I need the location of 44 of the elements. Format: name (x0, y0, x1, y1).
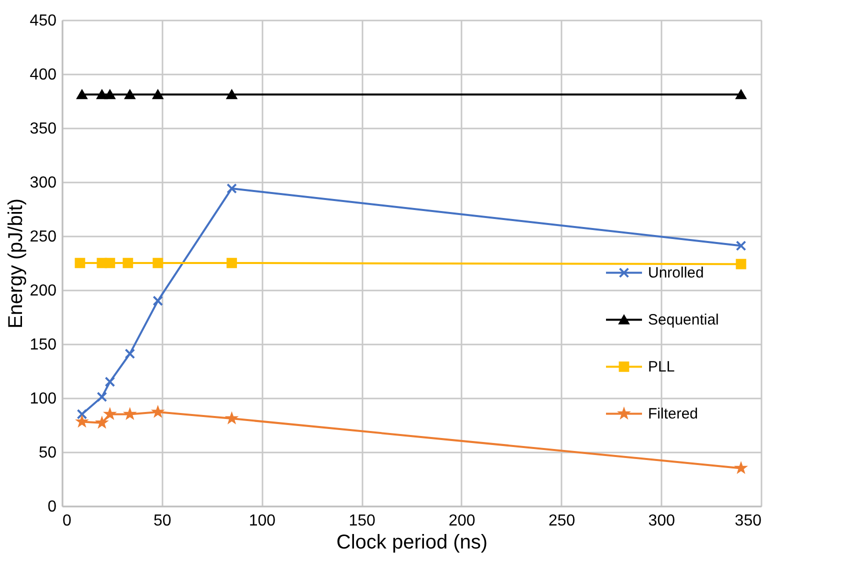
point (152, 296, 164, 306)
point (74, 258, 86, 268)
x-tick-label: 200 (448, 512, 476, 530)
point (104, 258, 116, 268)
y-tick-label: 250 (30, 228, 57, 246)
y-tick-label: 450 (30, 12, 57, 30)
x-tick-label: 50 (153, 512, 172, 530)
point (736, 240, 746, 251)
y-tick-label: 200 (30, 282, 57, 300)
y-tick-label: 0 (48, 498, 57, 516)
point (104, 90, 116, 100)
y-axis-title: Energy (pJ/bit) (4, 198, 27, 329)
point (226, 183, 237, 194)
y-tick-label: 100 (30, 390, 57, 408)
point (226, 90, 237, 100)
point (96, 392, 108, 402)
x-tick-label: 300 (648, 512, 676, 530)
y-tick-label: 400 (30, 66, 57, 84)
y-tick-label: 300 (30, 174, 57, 192)
legend-label: Unrolled (648, 264, 704, 282)
x-tick-label: 250 (548, 512, 576, 530)
point (124, 90, 136, 100)
x-axis-title: Clock period (ns) (336, 532, 488, 554)
x-tick-label: 100 (248, 512, 276, 530)
legend-label: PLL (648, 358, 675, 376)
x-tick-label: 0 (62, 512, 72, 530)
point (96, 90, 108, 100)
point (76, 409, 88, 420)
y-tick-label: 350 (30, 120, 57, 138)
point (152, 258, 164, 268)
point (124, 348, 136, 359)
point (152, 90, 164, 100)
point (104, 376, 116, 387)
point (122, 258, 134, 268)
legend-label: Filtered (648, 406, 698, 423)
legend-label: Sequential (648, 312, 719, 329)
y-tick-label: 150 (30, 336, 57, 354)
point (226, 258, 237, 268)
y-tick-label: 50 (38, 444, 57, 462)
point (76, 90, 88, 100)
point (736, 258, 746, 270)
x-tick-label: 350 (734, 512, 762, 530)
x-tick-label: 150 (348, 512, 376, 530)
point (736, 90, 746, 100)
